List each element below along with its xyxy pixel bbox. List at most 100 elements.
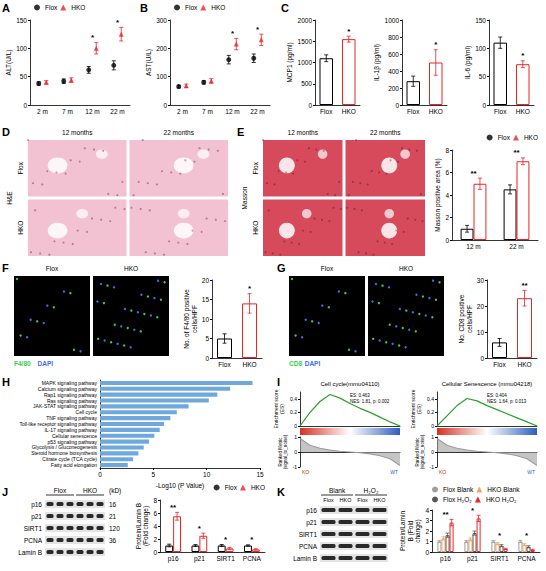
svg-text:15: 15 — [256, 471, 264, 478]
svg-text:*: * — [116, 18, 120, 27]
svg-text:Flox: Flox — [498, 134, 511, 141]
svg-text:200: 200 — [156, 45, 167, 52]
svg-text:0: 0 — [445, 237, 449, 244]
svg-text:0: 0 — [395, 102, 399, 109]
svg-text:150: 150 — [16, 17, 27, 24]
svg-text:20: 20 — [477, 303, 485, 310]
svg-text:A: A — [2, 2, 10, 14]
svg-text:0: 0 — [425, 549, 429, 556]
svg-text:p21: p21 — [194, 555, 205, 563]
svg-text:Lamin B: Lamin B — [18, 549, 42, 556]
svg-text:Flox: Flox — [225, 484, 238, 491]
svg-text:p21: p21 — [306, 519, 317, 527]
svg-text:3: 3 — [425, 517, 429, 524]
svg-text:-1: -1 — [430, 464, 435, 470]
svg-text:Fatty acid elongation: Fatty acid elongation — [51, 462, 97, 468]
svg-text:B: B — [140, 2, 148, 14]
svg-text:**: ** — [442, 510, 449, 519]
svg-text:*: * — [198, 524, 202, 533]
svg-text:IL-6 (pg/ml): IL-6 (pg/ml) — [464, 46, 472, 79]
svg-text:7 m: 7 m — [202, 108, 213, 115]
svg-text:Lamin B: Lamin B — [293, 555, 317, 562]
svg-text:SIRT1: SIRT1 — [216, 555, 235, 562]
svg-text:36: 36 — [109, 537, 117, 544]
svg-text:Flox: Flox — [185, 4, 198, 11]
svg-text:6: 6 — [153, 510, 157, 517]
svg-text:*: * — [256, 25, 260, 34]
svg-text:KO: KO — [302, 469, 309, 475]
svg-text:MCP1 (pg/ml): MCP1 (pg/ml) — [286, 42, 294, 82]
svg-text:HKO: HKO — [429, 108, 443, 115]
svg-text:Blank: Blank — [329, 487, 346, 494]
svg-text:HKO: HKO — [524, 134, 538, 141]
svg-text:H: H — [2, 376, 10, 388]
svg-text:150: 150 — [475, 17, 486, 24]
svg-text:*: * — [231, 29, 235, 38]
svg-text:Flox H₂O₂: Flox H₂O₂ — [443, 496, 472, 503]
svg-text:H₂O₂: H₂O₂ — [364, 487, 379, 494]
svg-text:HKO H₂O₂: HKO H₂O₂ — [486, 496, 517, 503]
svg-text:HKO: HKO — [242, 361, 256, 368]
svg-text:8: 8 — [153, 497, 157, 504]
svg-text:SIRT1: SIRT1 — [299, 531, 318, 538]
svg-text:22 months: 22 months — [164, 129, 195, 136]
svg-text:12 m: 12 m — [466, 243, 480, 250]
svg-text:p16: p16 — [168, 555, 179, 563]
svg-text:Flox: Flox — [357, 497, 368, 503]
svg-text:1: 1 — [431, 434, 434, 440]
svg-text:1500: 1500 — [298, 38, 313, 45]
svg-text:PCNA: PCNA — [243, 555, 262, 562]
svg-text:HKO: HKO — [516, 108, 530, 115]
svg-text:Protein/Lamin B: Protein/Lamin B — [135, 503, 142, 549]
svg-text:ES: 0.463: ES: 0.463 — [350, 393, 370, 398]
svg-text:(ES): (ES) — [279, 404, 285, 414]
svg-text:HKO: HKO — [342, 108, 356, 115]
svg-text:NES: 1.81, p: 0.002: NES: 1.81, p: 0.002 — [350, 399, 390, 404]
svg-text:12 m: 12 m — [225, 108, 239, 115]
svg-text:*: * — [434, 40, 438, 49]
svg-text:20: 20 — [202, 277, 210, 284]
svg-text:*: * — [525, 531, 529, 540]
svg-text:Masson positive area (%): Masson positive area (%) — [434, 158, 442, 231]
svg-text:200: 200 — [388, 85, 399, 92]
svg-text:NES: 1.64, p: 0.013: NES: 1.64, p: 0.013 — [487, 399, 527, 404]
svg-text:Flox: Flox — [321, 265, 334, 272]
svg-text:100: 100 — [156, 73, 167, 80]
svg-text:Flox: Flox — [45, 4, 58, 11]
svg-text:*: * — [91, 33, 95, 42]
svg-text:HKO: HKO — [83, 487, 97, 494]
svg-text:7 m: 7 m — [62, 108, 73, 115]
svg-text:Flox Blank: Flox Blank — [443, 486, 474, 493]
svg-text:p16: p16 — [31, 501, 42, 509]
svg-text:0: 0 — [205, 355, 209, 362]
svg-text:0: 0 — [294, 423, 297, 429]
svg-text:HKO: HKO — [340, 497, 353, 503]
svg-text:*: * — [521, 51, 525, 60]
svg-text:1: 1 — [425, 538, 429, 545]
svg-text:cells/HPF: cells/HPF — [191, 305, 198, 333]
svg-text:DAPI: DAPI — [38, 360, 54, 367]
svg-text:PCNA: PCNA — [24, 537, 43, 544]
svg-text:2: 2 — [425, 528, 429, 535]
svg-text:10: 10 — [203, 471, 211, 478]
svg-text:**: ** — [470, 169, 477, 178]
svg-text:HKO: HKO — [211, 4, 225, 11]
svg-text:100: 100 — [16, 45, 27, 52]
svg-text:change): change) — [414, 519, 422, 543]
svg-text:0: 0 — [431, 449, 434, 455]
svg-text:-1: -1 — [293, 464, 298, 470]
svg-text:IL-1β (pg/ml): IL-1β (pg/ml) — [373, 44, 381, 81]
svg-text:**: ** — [170, 503, 177, 512]
svg-text:p16: p16 — [306, 507, 317, 515]
svg-text:0: 0 — [480, 355, 484, 362]
svg-text:PCNA: PCNA — [517, 555, 536, 562]
svg-text:E: E — [237, 126, 244, 138]
svg-text:0: 0 — [308, 102, 312, 109]
svg-text:0.2: 0.2 — [427, 409, 434, 415]
svg-text:0: 0 — [163, 102, 167, 109]
svg-text:SIRT1: SIRT1 — [490, 555, 509, 562]
svg-text:HKO: HKO — [17, 221, 24, 235]
svg-text:1000: 1000 — [385, 17, 400, 24]
svg-text:AST(U/L): AST(U/L) — [145, 49, 153, 76]
svg-text:HKO: HKO — [399, 265, 413, 272]
